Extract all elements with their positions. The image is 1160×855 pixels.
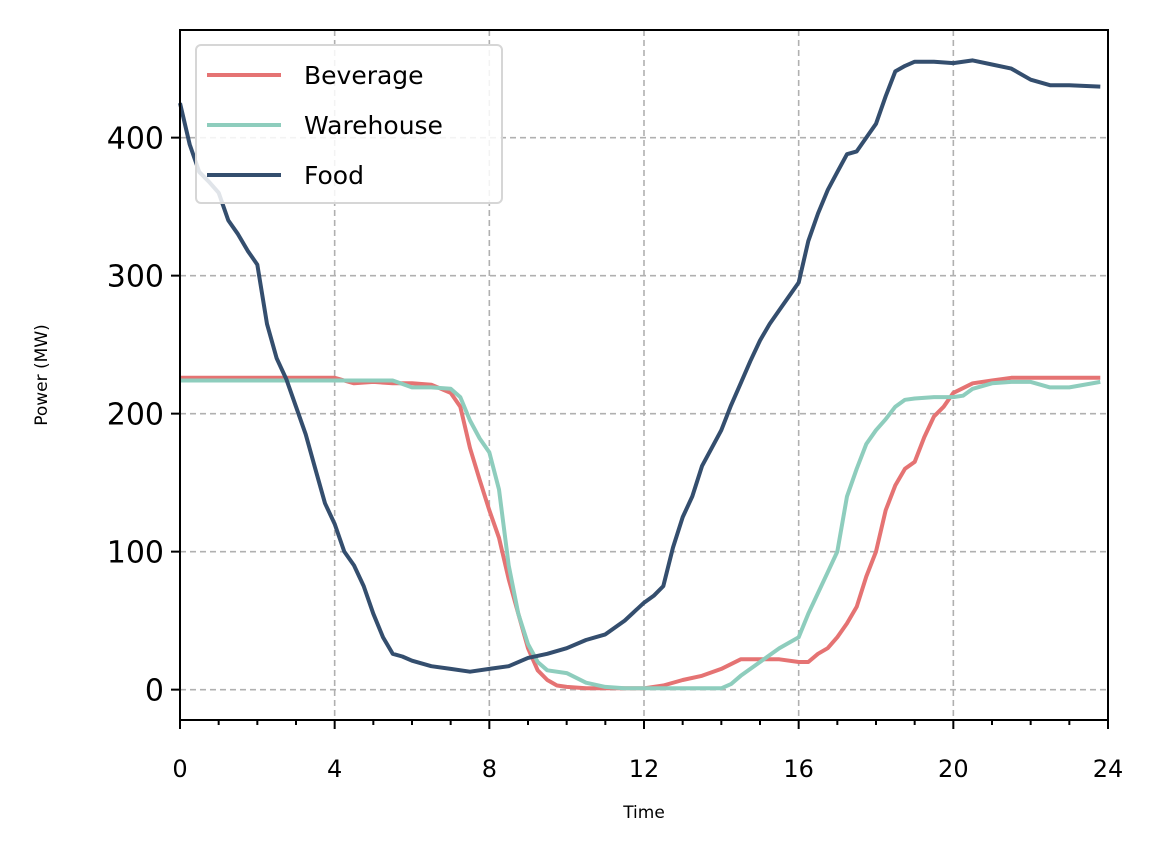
- y-tick-label: 300: [107, 260, 164, 295]
- series-lines: [178, 58, 1101, 691]
- x-tick-label: 0: [172, 755, 187, 783]
- legend-label-beverage: Beverage: [304, 61, 424, 90]
- x-tick-label: 4: [327, 755, 342, 783]
- legend: Beverage Warehouse Food: [195, 44, 503, 204]
- series-line-warehouse: [180, 378, 1101, 691]
- y-tick-label: 200: [107, 398, 164, 433]
- axis-ticks: 0 4 8 12 16 20 24 0 100 200 300 400: [107, 122, 1124, 783]
- legend-label-food: Food: [304, 161, 364, 190]
- x-tick-label: 12: [629, 755, 660, 783]
- y-tick-label: 0: [145, 674, 164, 709]
- y-axis-label: Power (MW): [32, 324, 52, 426]
- y-tick-label: 400: [107, 122, 164, 157]
- legend-box: [195, 44, 503, 204]
- y-tick-label: 100: [107, 536, 164, 571]
- x-tick-label: 24: [1093, 755, 1124, 783]
- series-line-food: [178, 58, 1101, 674]
- x-tick-label: 16: [783, 755, 814, 783]
- x-tick-label: 8: [482, 755, 497, 783]
- x-tick-label: 20: [938, 755, 969, 783]
- x-axis-label: Time: [622, 803, 665, 823]
- legend-label-warehouse: Warehouse: [304, 111, 443, 140]
